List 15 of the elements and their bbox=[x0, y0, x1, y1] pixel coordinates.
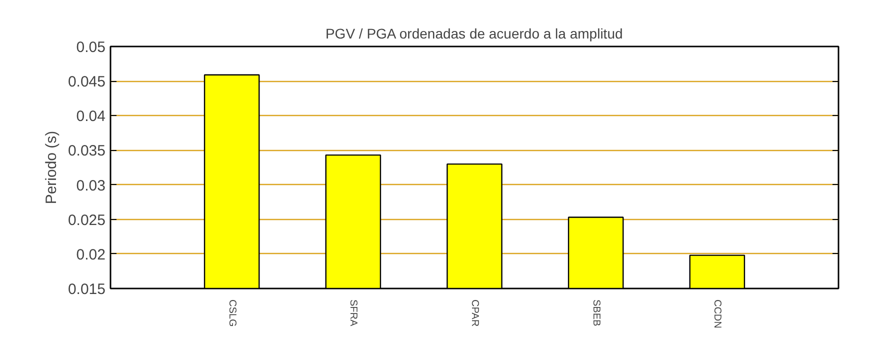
y-tick-label: 0.03 bbox=[76, 177, 106, 194]
x-tick-label: SBEB bbox=[590, 300, 602, 327]
y-tick-label: 0.04 bbox=[76, 108, 106, 126]
y-axis-title: Periodo (s) bbox=[42, 130, 60, 204]
y-tick-label: 0.045 bbox=[68, 74, 106, 91]
y-tick-label: 0.05 bbox=[76, 39, 106, 56]
y-tick-label: 0.015 bbox=[68, 281, 106, 298]
x-tick-label: CPAR bbox=[469, 300, 480, 327]
y-tick-label: 0.02 bbox=[76, 246, 106, 264]
x-tick-label: SFRA bbox=[348, 300, 359, 326]
x-tick-label: CSLG bbox=[226, 300, 238, 327]
y-tick-label: 0.035 bbox=[68, 142, 106, 160]
y-tick-label: 0.025 bbox=[68, 212, 106, 229]
x-tick-label: CCDN bbox=[712, 300, 723, 328]
chart-title: PGV / PGA ordenadas de acuerdo a la amplitud bbox=[325, 26, 623, 42]
